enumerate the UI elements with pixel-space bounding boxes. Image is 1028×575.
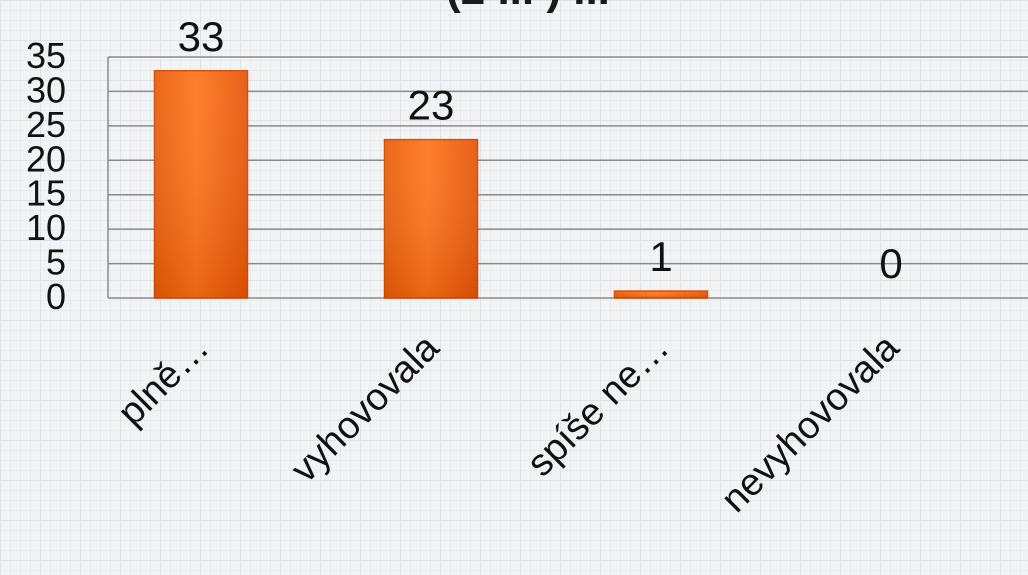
bar-shade: [154, 70, 248, 299]
category-label: plně…: [110, 327, 217, 434]
y-tick-label: 15: [26, 173, 66, 214]
category-label: vyhovovala: [283, 326, 448, 491]
category-label: spíše ne…: [519, 327, 677, 485]
data-label: 33: [178, 13, 225, 60]
y-tick-label: 25: [26, 104, 66, 145]
data-labels: 33 23 1 0: [178, 13, 903, 287]
data-label: 1: [649, 233, 672, 280]
x-axis: plně… vyhovovala spíše ne… nevyhovovala: [110, 326, 908, 521]
data-label: 23: [408, 82, 455, 129]
category-label: nevyhovovala: [713, 326, 908, 521]
chart-title: (2 ... ) ...: [446, 0, 610, 14]
y-tick-label: 0: [46, 276, 66, 317]
bar-shade: [384, 139, 478, 298]
y-tick-label: 10: [26, 207, 66, 248]
y-tick-label: 35: [26, 35, 66, 76]
y-tick-label: 5: [46, 242, 66, 283]
y-tick-label: 20: [26, 138, 66, 179]
gridlines: [108, 56, 1028, 299]
bars: [153, 70, 709, 299]
y-tick-label: 30: [26, 69, 66, 110]
data-label: 0: [879, 240, 902, 287]
bar-shade: [614, 291, 708, 298]
